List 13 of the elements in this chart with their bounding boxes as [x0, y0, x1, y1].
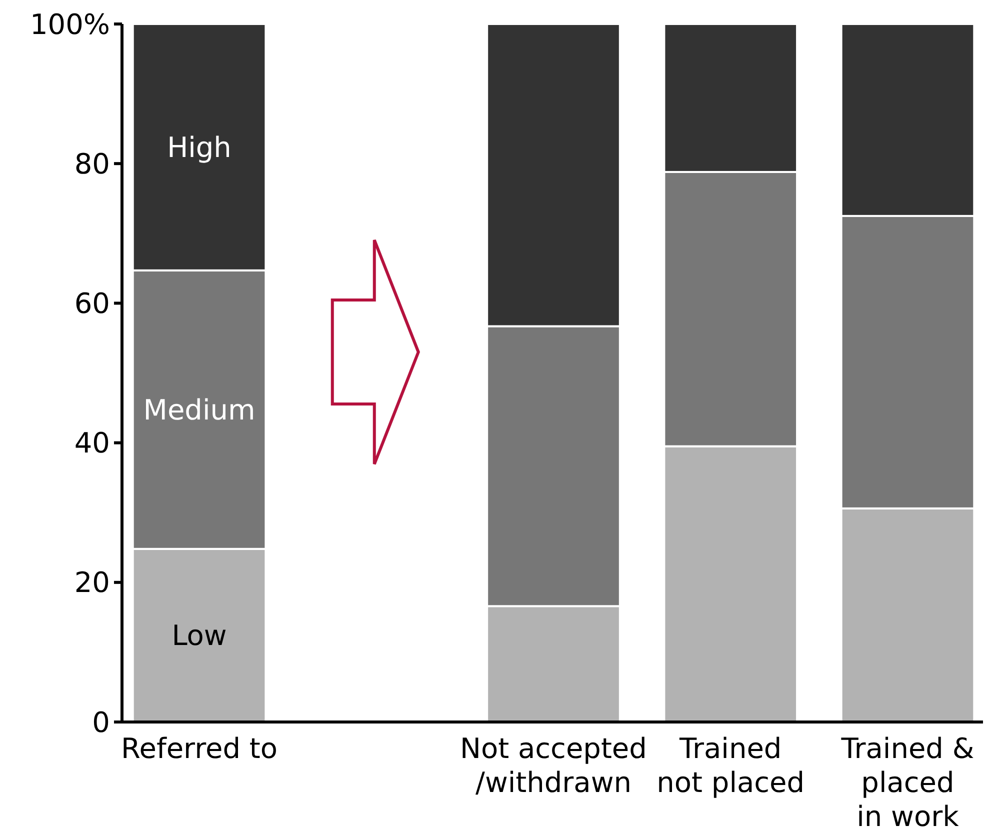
y-tick-label: 0 [92, 706, 110, 739]
series-label: Medium [143, 393, 256, 426]
y-tick-label: 60 [74, 287, 110, 320]
y-tick-label: 80 [74, 147, 110, 180]
series-label: Low [172, 619, 227, 652]
x-tick-label: Not accepted /withdrawn [460, 732, 647, 799]
y-tick-label: 40 [74, 426, 110, 460]
series-label: High [167, 130, 232, 164]
x-tick-label: Referred to [121, 732, 278, 765]
x-tick-label: Trained not placed [656, 732, 805, 799]
y-tick-label: 20 [74, 566, 110, 600]
x-tick-label: Trained & placed in work [840, 732, 974, 833]
y-tick-label: 100% [30, 8, 110, 41]
